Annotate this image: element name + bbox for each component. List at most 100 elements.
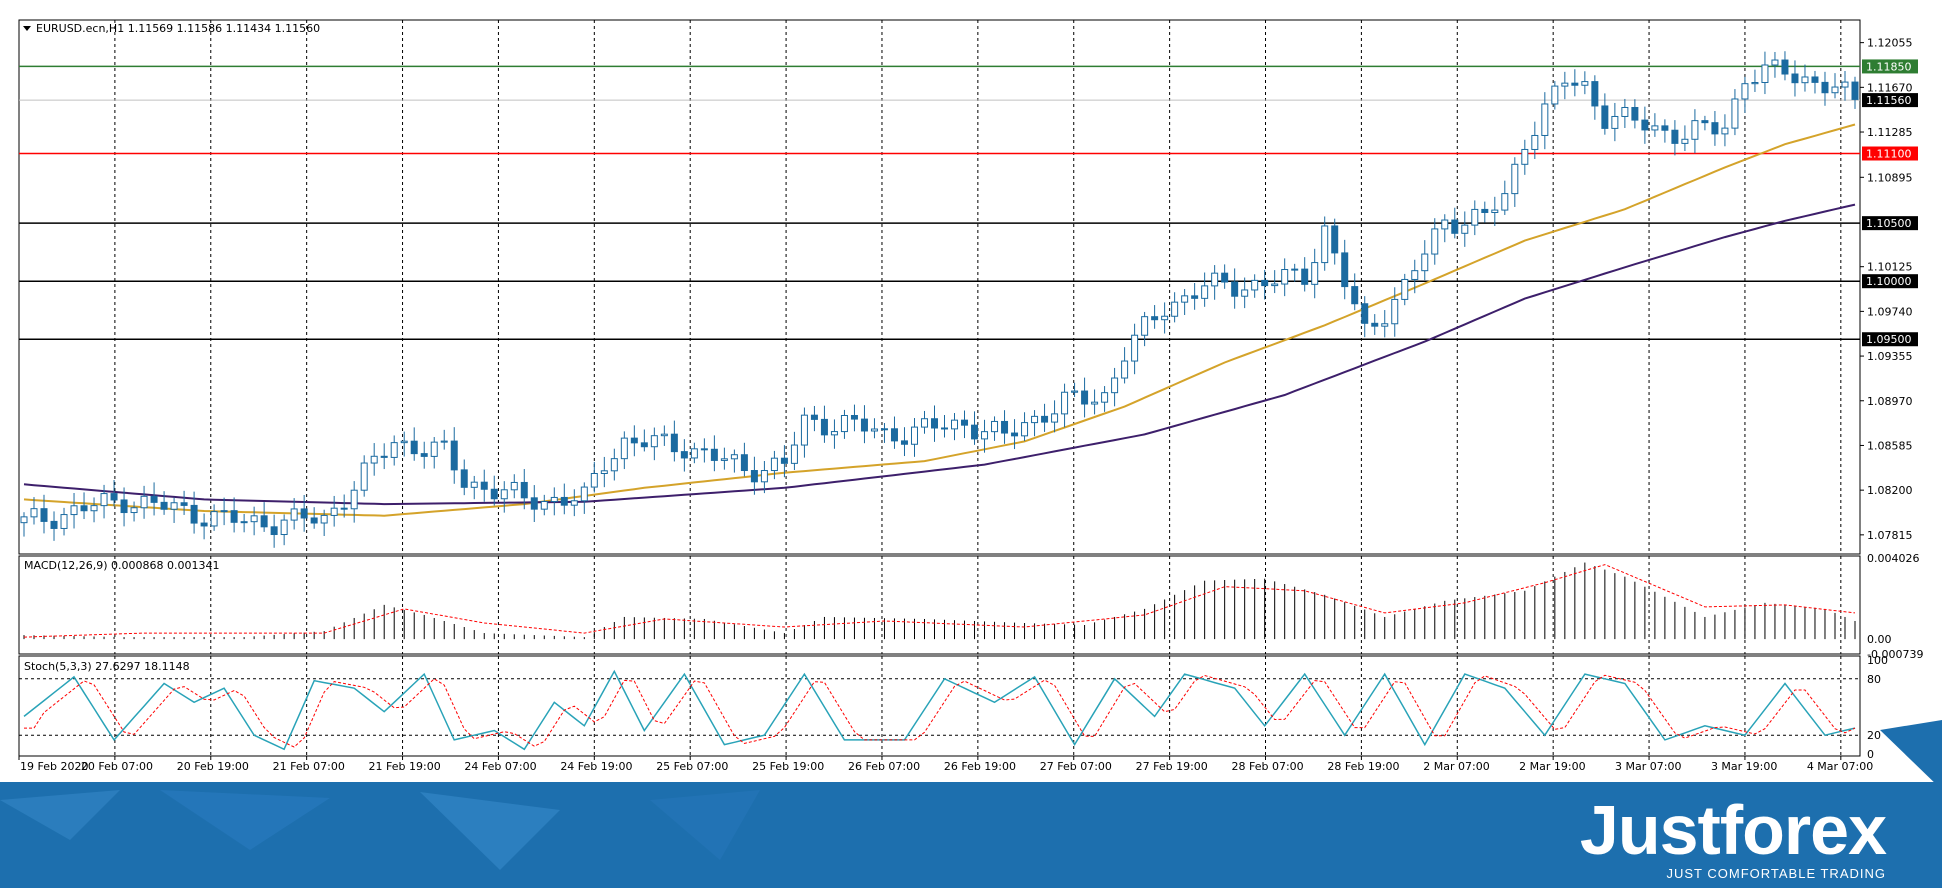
level-tag: [1862, 274, 1918, 289]
candle-body: [1061, 391, 1069, 415]
candle-body: [360, 462, 368, 491]
candle-body: [1541, 103, 1549, 136]
candle-body: [380, 455, 388, 458]
stoch-tick-label: 0: [1867, 748, 1874, 761]
candle-body: [1681, 138, 1689, 144]
candle-body: [1101, 392, 1109, 403]
price-tick-label: 1.09740: [1867, 305, 1913, 318]
level-tag-label: 1.10500: [1866, 217, 1912, 230]
candle-body: [190, 504, 198, 524]
level-tag-label: 1.11850: [1866, 60, 1912, 73]
ma-slow-line: [23, 203, 1856, 506]
candle-body: [1751, 82, 1759, 85]
time-tick-label: 27 Feb 19:00: [1136, 760, 1208, 773]
header-dropdown-icon[interactable]: [23, 26, 31, 31]
candle-body: [1721, 127, 1729, 135]
candle-body: [1281, 269, 1289, 285]
candle-body: [60, 514, 68, 529]
level-tag: [1862, 93, 1918, 108]
candle-body: [210, 511, 218, 527]
candle-body: [820, 418, 828, 436]
candle-body: [350, 489, 358, 510]
candle-body: [180, 502, 188, 506]
stoch-header: Stoch(5,3,3) 27.6297 18.1148: [24, 660, 190, 673]
time-tick-label: 4 Mar 07:00: [1807, 760, 1873, 773]
candle-body: [951, 419, 959, 430]
candle-body: [1651, 125, 1659, 131]
candle-body: [780, 457, 788, 464]
candle-body: [1311, 262, 1319, 285]
candle-body: [1161, 315, 1169, 321]
candle-body: [1461, 224, 1469, 234]
candle-body: [991, 420, 999, 433]
candle-body: [40, 508, 48, 522]
price-tick-label: 1.08200: [1867, 484, 1913, 497]
candle-body: [800, 414, 808, 446]
stoch-tick-label: 20: [1867, 729, 1881, 742]
candle-body: [1561, 82, 1569, 87]
macd-header: MACD(12,26,9) 0.000868 0.001341: [24, 559, 220, 572]
candle-body: [80, 505, 88, 512]
time-tick-label: 20 Feb 19:00: [177, 760, 249, 773]
candle-body: [660, 433, 668, 437]
candle-body: [1321, 225, 1329, 264]
candle-body: [1371, 322, 1379, 327]
candle-body: [540, 501, 548, 510]
time-tick-label: 25 Feb 07:00: [656, 760, 728, 773]
macd-tick-label: -0.000739: [1867, 648, 1923, 661]
candle-body: [1341, 252, 1349, 288]
candle-body: [1631, 106, 1639, 121]
candle-body: [1211, 272, 1219, 287]
price-tick-label: 1.11285: [1867, 126, 1913, 139]
candle-body: [610, 458, 618, 472]
candle-body: [860, 418, 868, 432]
candle-body: [170, 502, 178, 510]
level-tag-label: 1.11560: [1866, 94, 1912, 107]
candle-body: [1471, 208, 1479, 226]
candle-body: [390, 442, 398, 458]
time-tick-label: 28 Feb 19:00: [1327, 760, 1399, 773]
candle-body: [1291, 268, 1299, 271]
candle-body: [90, 505, 98, 512]
time-tick-label: 2 Mar 07:00: [1423, 760, 1489, 773]
candle-body: [1511, 163, 1519, 195]
candle-body: [740, 454, 748, 472]
candle-body: [1201, 285, 1209, 299]
candle-body: [100, 493, 108, 507]
candle-body: [70, 505, 78, 516]
candle-body: [790, 444, 798, 464]
candle-body: [1621, 106, 1629, 117]
candle-body: [1041, 415, 1049, 423]
candle-body: [1181, 295, 1189, 303]
candle-body: [981, 431, 989, 440]
candle-body: [760, 470, 768, 483]
price-tick-label: 1.07815: [1867, 529, 1913, 542]
time-tick-label: 2 Mar 19:00: [1519, 760, 1585, 773]
candle-body: [810, 414, 818, 420]
candle-body: [150, 495, 158, 503]
macd-tick-label: 0.004026: [1867, 552, 1920, 565]
candle-body: [1641, 119, 1649, 131]
price-axis: 1.12055 1.11670 1.11285 1.10895 1.10125 1.097…: [1860, 37, 1918, 542]
candle-body: [1411, 270, 1419, 280]
candle-body: [620, 437, 628, 460]
candle-body: [480, 481, 488, 490]
candle-body: [1151, 316, 1159, 321]
candle-body: [1491, 209, 1499, 214]
level-tag-label: 1.11100: [1866, 148, 1912, 161]
price-tick-label: 1.11670: [1867, 81, 1913, 94]
candle-body: [600, 470, 608, 474]
level-tag: [1862, 216, 1918, 231]
candle-body: [930, 418, 938, 429]
candle-body: [140, 495, 148, 509]
candle-body: [500, 489, 508, 500]
candle-body: [250, 515, 258, 523]
candle-body: [1351, 286, 1359, 305]
candle-body: [1531, 134, 1539, 150]
candle-body: [470, 481, 478, 488]
candle-body: [670, 433, 678, 453]
candle-body: [630, 437, 638, 444]
candle-body: [1781, 59, 1789, 75]
candle-body: [240, 521, 248, 524]
